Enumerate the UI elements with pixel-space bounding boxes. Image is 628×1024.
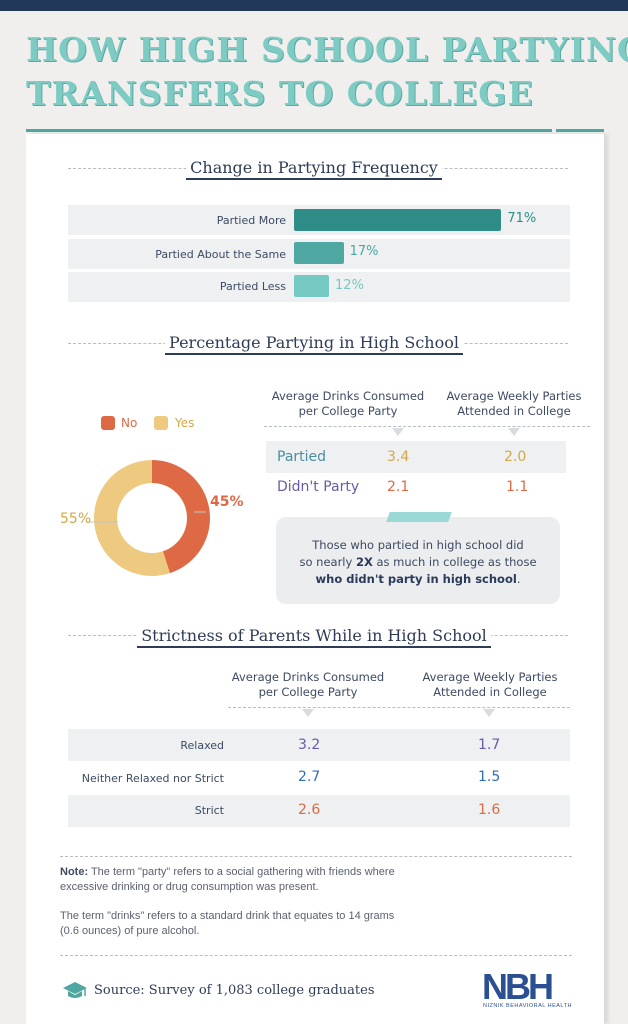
arrow-down-icon [302,709,314,717]
frequency-section-title: Change in Partying Frequency [0,158,628,180]
row-label-didnt-party: Didn't Party [277,479,360,495]
donut-label-yes: 55% [60,511,92,527]
cell-relaxed-parties: 1.7 [478,737,501,753]
row-label-strict: Strict [194,804,224,817]
section-divider [60,856,572,857]
top-bar [0,0,628,11]
cell-partied-parties: 2.0 [504,449,527,465]
nbh-logo: NBH [482,966,554,1007]
legend-no-label: No [121,416,138,430]
col-header-parties-2: Average Weekly Parties Attended in Colleg… [422,670,558,699]
graduation-cap-icon [63,982,87,998]
source-text: Source: Survey of 1,083 college graduate… [94,983,375,998]
title-divider-accent [556,129,604,132]
bar-partied-more [294,209,502,231]
cell-didnt-parties: 1.1 [506,479,529,495]
cell-strict-drinks: 2.6 [298,802,321,818]
cell-partied-drinks: 3.4 [387,449,410,465]
bar-label-partied-less: Partied Less [219,280,286,293]
bar-label-partied-more: Partied More [216,214,286,227]
page-title-line2: TRANSFERS TO COLLEGE [26,74,534,113]
bar-partied-less [294,275,330,297]
cell-didnt-drinks: 2.1 [387,479,410,495]
donut-label-no: 45% [210,494,244,510]
cell-neither-parties: 1.5 [478,769,501,785]
arrow-down-icon [508,428,520,436]
donut-chart [86,460,210,576]
strictness-section-title: Strictness of Parents While in High Scho… [0,626,628,648]
row-label-relaxed: Relaxed [180,739,224,752]
col-header-drinks-2: Average Drinks Consumed per College Party [231,670,385,699]
bar-value-partied-less: 12% [335,278,364,293]
bar-value-partied-same: 17% [349,244,379,259]
row-label-partied: Partied [277,449,327,465]
bar-label-partied-same: Partied About the Same [155,248,286,261]
section-divider [60,955,572,956]
note-paragraph-1: Note: The term "party" refers to a socia… [60,866,395,893]
arrow-down-icon [483,709,495,717]
col-header-parties: Average Weekly Parties Attended in Colleg… [446,389,582,418]
legend-yes-swatch [154,416,168,430]
legend-no-swatch [101,416,115,430]
legend-yes-label: Yes [175,416,195,430]
row-label-neither: Neither Relaxed nor Strict [81,772,224,785]
cell-neither-drinks: 2.7 [298,769,321,785]
table-row-bg [266,441,566,473]
hs-partying-section-title: Percentage Partying in High School [0,333,628,355]
arrow-down-icon [392,428,404,436]
donut-slice-no [152,460,210,574]
donut-slice-yes [93,460,170,576]
note-paragraph-2: The term "drinks" refers to a standard d… [60,910,395,937]
bar-partied-same [294,242,344,264]
title-divider [26,129,552,132]
table-divider [228,707,570,708]
callout-tab [386,512,452,522]
table-row-bg [68,729,570,761]
cell-strict-parties: 1.6 [478,802,501,818]
nbh-logo-subtitle: NIZNIK BEHAVIORAL HEALTH [483,1003,572,1009]
insight-callout: Those who partied in high school did so … [276,517,560,604]
col-header-drinks: Average Drinks Consumed per College Party [271,389,425,418]
table-row-bg [68,795,570,827]
cell-relaxed-drinks: 3.2 [298,737,321,753]
page-title-line1: HOW HIGH SCHOOL PARTYING [26,30,628,69]
bar-value-partied-more: 71% [507,211,537,226]
table-divider [264,426,590,427]
